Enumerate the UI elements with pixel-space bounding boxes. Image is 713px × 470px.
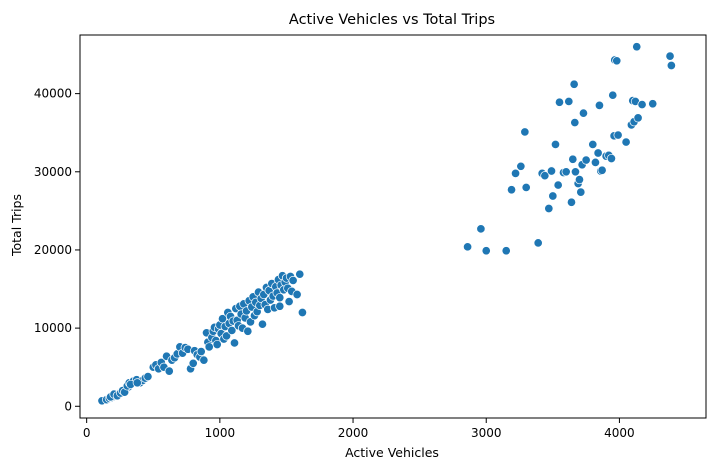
data-point [199, 355, 209, 365]
x-tick-label: 4000 [604, 426, 635, 440]
data-point [632, 42, 642, 52]
y-tick-label: 10000 [34, 321, 72, 335]
data-point [570, 167, 581, 177]
data-point [510, 168, 521, 178]
data-point [568, 154, 578, 164]
data-point [665, 51, 675, 61]
data-point [132, 378, 142, 388]
data-point [554, 97, 565, 107]
data-point [574, 175, 585, 185]
data-point [548, 191, 558, 201]
y-axis-label: Total Trips [9, 194, 24, 257]
data-point [463, 242, 473, 252]
data-point [666, 60, 676, 71]
x-axis-ticks: 0 1000 2000 3000 4000 [83, 418, 635, 440]
data-point [593, 148, 603, 158]
data-point [621, 137, 631, 147]
data-point [196, 347, 206, 357]
data-point [533, 238, 543, 248]
data-point [544, 203, 554, 214]
y-tick-label: 40000 [34, 87, 72, 101]
y-tick-label: 20000 [34, 243, 72, 257]
data-point [570, 117, 580, 128]
data-point [521, 182, 531, 192]
data-point [229, 338, 240, 348]
data-point [204, 342, 214, 352]
data-point [295, 269, 305, 279]
data-point [143, 372, 153, 382]
data-point [597, 165, 607, 175]
data-point [257, 319, 268, 329]
data-point [606, 153, 616, 164]
y-tick-label: 0 [64, 399, 72, 413]
data-point [288, 275, 298, 285]
data-point [590, 157, 600, 167]
data-point [637, 100, 647, 110]
data-point [520, 127, 530, 137]
data-point [561, 167, 571, 177]
x-axis-label: Active Vehicles [345, 445, 439, 460]
x-tick-label: 2000 [338, 426, 369, 440]
data-point [553, 180, 563, 190]
data-point [227, 325, 237, 336]
x-tick-label: 0 [83, 426, 91, 440]
data-point [612, 56, 622, 66]
y-tick-label: 30000 [34, 165, 72, 179]
data-point [633, 113, 643, 123]
data-point [284, 296, 294, 307]
data-point [481, 246, 491, 256]
x-tick-label: 3000 [471, 426, 502, 440]
points-layer [97, 42, 676, 406]
data-point [578, 108, 589, 118]
data-point [550, 139, 561, 149]
data-point [648, 99, 658, 109]
data-point [243, 326, 253, 336]
data-point [221, 331, 232, 341]
data-point [292, 289, 302, 300]
data-point [297, 307, 307, 318]
data-point [594, 100, 604, 110]
data-point [564, 96, 574, 106]
data-point [275, 293, 285, 303]
data-point [576, 187, 586, 197]
data-point [501, 246, 511, 256]
data-point [476, 224, 486, 234]
data-point [275, 301, 285, 311]
data-point [588, 139, 598, 149]
chart-title: Active Vehicles vs Total Trips [289, 12, 495, 28]
plot-area: 0 1000 2000 3000 4000 0 10000 20000 30000 40000 [34, 34, 707, 440]
plot-frame [79, 34, 707, 419]
data-point [546, 166, 557, 176]
y-axis-ticks: 0 10000 20000 30000 40000 [34, 87, 80, 413]
x-tick-label: 1000 [205, 426, 236, 440]
data-point [540, 171, 550, 181]
data-point [581, 155, 591, 165]
data-point [613, 130, 623, 140]
data-point [569, 79, 579, 89]
data-point [212, 339, 222, 350]
data-point [566, 197, 577, 207]
data-point [164, 366, 174, 376]
data-point [188, 358, 198, 368]
data-point [516, 161, 526, 171]
data-point [506, 185, 517, 195]
data-point [608, 90, 618, 100]
